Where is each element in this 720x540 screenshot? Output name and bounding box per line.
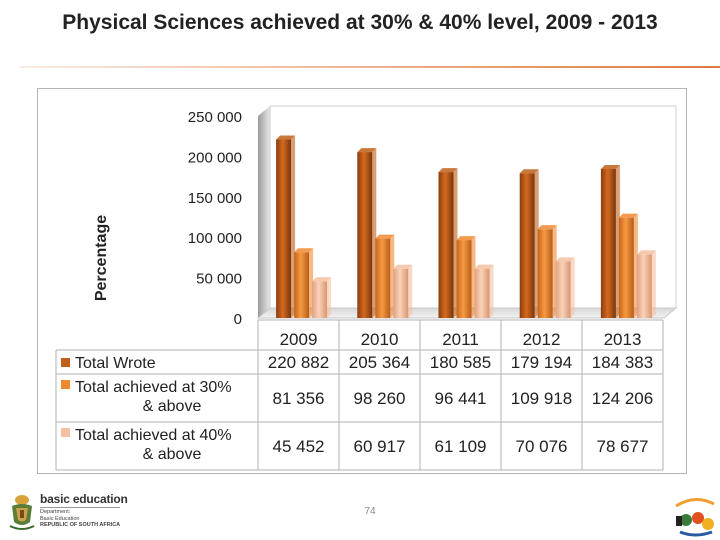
x-tick-label: 2009 xyxy=(280,330,318,349)
data-label: 45 452 xyxy=(273,437,325,456)
data-label: 179 194 xyxy=(511,353,572,372)
bar-top xyxy=(357,148,377,153)
bar xyxy=(357,152,373,318)
data-label: 184 383 xyxy=(592,353,653,372)
bar xyxy=(393,268,409,318)
data-label: 109 918 xyxy=(511,389,572,408)
legend-label: Total Wrote xyxy=(75,355,156,372)
legend-swatch xyxy=(61,380,70,389)
bar-top xyxy=(393,264,413,269)
bar-side xyxy=(408,264,413,318)
x-tick-label: 2013 xyxy=(604,330,642,349)
bar xyxy=(456,240,472,318)
bar xyxy=(438,172,454,318)
bar-top xyxy=(312,277,332,282)
x-tick-label: 2012 xyxy=(523,330,561,349)
bar xyxy=(276,139,292,318)
data-label: 180 585 xyxy=(430,353,491,372)
title-divider xyxy=(20,66,720,68)
y-tick-label: 150 000 xyxy=(188,190,242,207)
bar-side xyxy=(327,277,332,318)
side-wall xyxy=(258,106,270,318)
y-tick-label: 50 000 xyxy=(196,271,242,288)
bar xyxy=(600,169,616,318)
bar xyxy=(375,238,391,318)
bar-top xyxy=(618,213,638,218)
data-label: 220 882 xyxy=(268,353,329,372)
data-label: 61 109 xyxy=(435,437,487,456)
bar-top xyxy=(519,169,539,174)
legend-swatch xyxy=(61,428,70,437)
bar xyxy=(312,281,328,318)
bar-top xyxy=(438,168,458,173)
bar xyxy=(294,252,310,318)
bar-group xyxy=(276,135,656,318)
department-logo: basic education Department: Basic Educat… xyxy=(6,492,136,536)
logo-line-3: REPUBLIC OF SOUTH AFRICA xyxy=(40,522,121,528)
data-label: 98 260 xyxy=(354,389,406,408)
bar xyxy=(519,173,535,318)
bar xyxy=(474,268,490,318)
bar-top xyxy=(276,135,296,140)
legend-label: & above xyxy=(143,398,202,415)
logo-title: basic education xyxy=(40,492,128,506)
bar xyxy=(636,254,652,318)
y-tick-label: 0 xyxy=(234,311,242,328)
legend-swatch xyxy=(61,358,70,367)
x-tick-label: 2010 xyxy=(361,330,399,349)
logo-line-1: Department: xyxy=(40,509,71,515)
data-table: 2009 2010 2011 2012 2013 Total Wrote 220 882 20… xyxy=(55,319,664,471)
x-tick-label: 2011 xyxy=(442,330,479,349)
data-label: 60 917 xyxy=(354,437,406,456)
bar xyxy=(555,261,571,318)
bar xyxy=(537,229,553,318)
bar-top xyxy=(636,250,656,255)
bar-top xyxy=(555,257,575,262)
legend-label: & above xyxy=(143,446,202,463)
page-number: 74 xyxy=(364,506,376,517)
data-label: 96 441 xyxy=(435,389,487,408)
bar-side xyxy=(489,264,494,318)
y-tick-label: 200 000 xyxy=(188,149,242,166)
legend-label: Total achieved at 40% xyxy=(75,427,232,444)
slide-title: Physical Sciences achieved at 30% & 40% … xyxy=(62,11,658,34)
y-tick-label: 100 000 xyxy=(188,230,242,247)
data-label: 78 677 xyxy=(597,437,649,456)
data-label: 205 364 xyxy=(349,353,410,372)
bar-side xyxy=(651,250,656,318)
bar-top xyxy=(375,234,395,239)
data-label: 70 076 xyxy=(516,437,568,456)
logo-line-2: Basic Education xyxy=(40,515,80,522)
coat-of-arms-icon xyxy=(9,495,35,530)
data-label: 124 206 xyxy=(592,389,653,408)
y-tick-label: 250 000 xyxy=(188,109,242,126)
bar-top xyxy=(456,236,476,241)
bar xyxy=(618,217,634,318)
bar-top xyxy=(537,225,557,230)
anniversary-logo-icon xyxy=(675,498,715,537)
y-axis-ticks: 0 50 000 100 000 150 000 200 000 250 000 xyxy=(188,109,242,328)
bar-top xyxy=(474,264,494,269)
bar-top xyxy=(600,165,620,170)
data-label: 81 356 xyxy=(273,389,325,408)
bar-side xyxy=(570,257,575,318)
legend-label: Total achieved at 30% xyxy=(75,379,232,396)
bar-top xyxy=(294,248,314,253)
